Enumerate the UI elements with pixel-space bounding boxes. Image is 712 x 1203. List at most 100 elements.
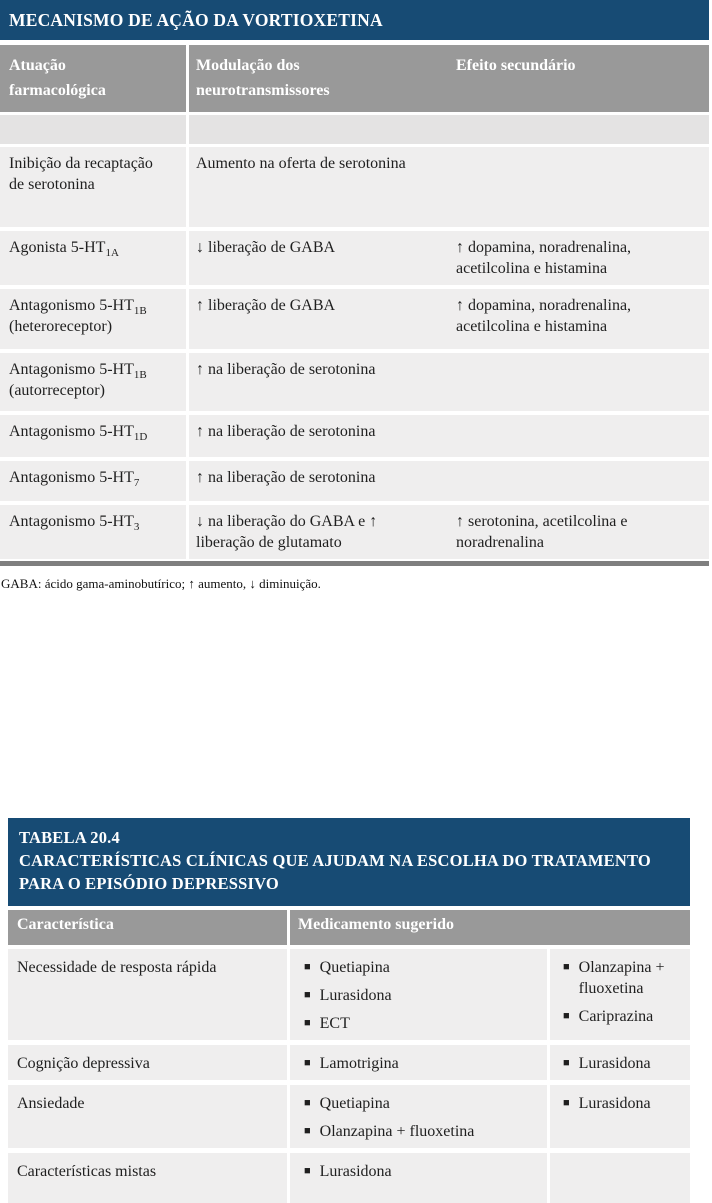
column-header-medicamento-sugerido: Medicamento sugerido: [290, 910, 690, 945]
row-right-group: ↑ liberação de GABA ↑ dopamina, noradrena…: [189, 289, 709, 349]
bullet-square-icon: ■: [563, 1010, 570, 1022]
row-right-group: Aumento na oferta de serotonina: [189, 147, 709, 227]
row-right-group: ↓ na liberação do GABA e ↑ liberação de …: [189, 505, 709, 559]
medication-name: Lurasidona: [578, 1095, 651, 1112]
table1-bottom-border: [0, 561, 709, 566]
suggested-meds-secondary-cell: [550, 1153, 690, 1203]
bullet-square-icon: ■: [563, 1097, 570, 1109]
medication-item: ■ Quetiapina: [304, 1093, 539, 1114]
medication-item: ■ Lurasidona: [563, 1053, 686, 1074]
medication-item: ■ Cariprazina: [563, 1006, 686, 1027]
table-row: Antagonismo 5-HT3 ↓ na liberação do GABA …: [0, 505, 709, 559]
table-row: Antagonismo 5-HT1D ↑ na liberação de sero…: [0, 415, 709, 457]
receptor-cell: Antagonismo 5-HT3: [0, 505, 186, 559]
table1-empty-spacer-row: [0, 115, 709, 144]
row-right-group: ↑ na liberação de serotonina: [189, 415, 709, 457]
column-header-atuacao-farmacologica: Atuação farmacológica: [0, 45, 186, 112]
row-right-group: ↓ liberação de GABA ↑ dopamina, noradrena…: [189, 231, 709, 285]
table1-body: Inibição da recaptação de serotonina Aume…: [0, 147, 709, 559]
receptor-cell: Agonista 5-HT1A: [0, 231, 186, 285]
secondary-effect-cell: ↑ serotonina, acetilcolina e noradrenali…: [456, 513, 628, 551]
table2-title-bar: TABELA 20.4 CARACTERÍSTICAS CLÍNICAS QUE…: [8, 818, 690, 906]
bullet-square-icon: ■: [304, 1125, 311, 1137]
modulation-cell: ↓ na liberação do GABA e ↑ liberação de …: [196, 513, 378, 551]
receptor-cell: Antagonismo 5-HT7: [0, 461, 186, 501]
modulation-cell: ↑ liberação de GABA: [196, 297, 336, 314]
bullet-square-icon: ■: [304, 1017, 311, 1029]
bullet-square-icon: ■: [304, 1057, 311, 1069]
receptor-cell: Antagonismo 5-HT1D: [0, 415, 186, 457]
medication-item: ■ Olanzapina + fluoxetina: [304, 1121, 539, 1142]
bullet-square-icon: ■: [304, 989, 311, 1001]
table-row: Cognição depressiva ■ Lamotrigina ■ Lurasido…: [8, 1045, 690, 1080]
medication-name: Olanzapina + fluoxetina: [578, 959, 665, 997]
modulation-cell: ↓ liberação de GABA: [196, 239, 336, 256]
table-row: Necessidade de resposta rápida ■ Quetiapin…: [8, 949, 690, 1040]
table1-title: MECANISMO DE AÇÃO DA VORTIOXETINA: [9, 10, 383, 30]
column-header-efeito-secundario: Efeito secundário: [456, 57, 576, 74]
table-row: Inibição da recaptação de serotonina Aume…: [0, 147, 709, 227]
suggested-meds-secondary-cell: ■ Lurasidona: [550, 1045, 690, 1080]
secondary-effect-cell: [450, 147, 709, 227]
row-right-group: ↑ na liberação de serotonina: [189, 353, 709, 411]
modulation-cell: ↑ na liberação de serotonina: [196, 423, 376, 440]
suggested-meds-secondary-cell: ■ Lurasidona: [550, 1085, 690, 1148]
bullet-square-icon: ■: [304, 961, 311, 973]
medication-name: ECT: [319, 1015, 350, 1032]
suggested-meds-primary-cell: ■ Quetiapina ■ Lurasidona ■ ECT: [290, 949, 547, 1040]
bullet-square-icon: ■: [563, 1057, 570, 1069]
characteristic-cell: Ansiedade: [8, 1085, 287, 1148]
medication-name: Olanzapina + fluoxetina: [319, 1123, 475, 1140]
table-row: Antagonismo 5-HT7 ↑ na liberação de serot…: [0, 461, 709, 501]
table2-header-row: Característica Medicamento sugerido: [8, 910, 690, 945]
spacer-cell-right: [189, 115, 709, 144]
table-20-4-treatment-choice: TABELA 20.4 CARACTERÍSTICAS CLÍNICAS QUE…: [8, 818, 690, 1203]
bullet-square-icon: ■: [304, 1097, 311, 1109]
medication-name: Lurasidona: [319, 987, 392, 1004]
bullet-square-icon: ■: [304, 1165, 311, 1177]
table-row: Ansiedade ■ Quetiapina ■ Olanzapina + fluoxe…: [8, 1085, 690, 1148]
medication-item: ■ Lamotrigina: [304, 1053, 539, 1074]
receptor-cell: Antagonismo 5-HT1B (autorreceptor): [0, 353, 186, 411]
characteristic-cell: Necessidade de resposta rápida: [8, 949, 287, 1040]
receptor-cell: Inibição da recaptação de serotonina: [0, 147, 186, 227]
suggested-meds-secondary-cell: ■ Olanzapina + fluoxetina ■ Cariprazina: [550, 949, 690, 1040]
table-row: Antagonismo 5-HT1B (autorreceptor) ↑ na l…: [0, 353, 709, 411]
medication-name: Lamotrigina: [319, 1055, 399, 1072]
secondary-effect-cell: [450, 415, 709, 457]
suggested-meds-primary-cell: ■ Lurasidona: [290, 1153, 547, 1203]
table2-title: CARACTERÍSTICAS CLÍNICAS QUE AJUDAM NA E…: [19, 851, 651, 893]
medication-item: ■ Olanzapina + fluoxetina: [563, 957, 686, 999]
bullet-square-icon: ■: [563, 961, 570, 973]
column-header-modulacao-neurotransmissores: Modulação dos neurotransmissores: [196, 57, 330, 99]
table-row: Antagonismo 5-HT1B (heteroreceptor) ↑ lib…: [0, 289, 709, 349]
receptor-subscript: 3: [133, 521, 140, 534]
table-row: Características mistas ■ Lurasidona: [8, 1153, 690, 1203]
medication-item: ■ Lurasidona: [304, 985, 539, 1006]
receptor-subscript: 1D: [133, 431, 148, 444]
table2-label: TABELA 20.4: [19, 828, 120, 847]
characteristic-cell: Cognição depressiva: [8, 1045, 287, 1080]
table-row: Agonista 5-HT1A ↓ liberação de GABA ↑ dopa…: [0, 231, 709, 285]
medication-name: Lurasidona: [319, 1163, 392, 1180]
suggested-meds-primary-cell: ■ Quetiapina ■ Olanzapina + fluoxetina: [290, 1085, 547, 1148]
secondary-effect-cell: ↑ dopamina, noradrenalina, acetilcolina …: [456, 239, 632, 277]
characteristic-cell: Características mistas: [8, 1153, 287, 1203]
table1-title-bar: MECANISMO DE AÇÃO DA VORTIOXETINA: [0, 0, 709, 40]
spacer-cell-left: [0, 115, 186, 144]
secondary-effect-cell: ↑ dopamina, noradrenalina, acetilcolina …: [456, 297, 632, 335]
medication-item: ■ Quetiapina: [304, 957, 539, 978]
table2-body: Necessidade de resposta rápida ■ Quetiapin…: [8, 949, 690, 1203]
medication-item: ■ ECT: [304, 1013, 539, 1034]
table-mechanism-vortioxetina: MECANISMO DE AÇÃO DA VORTIOXETINA Atuaçã…: [0, 0, 709, 592]
column-header-caracteristica: Característica: [8, 910, 287, 945]
table1-header-row: Atuação farmacológica Modulação dos neur…: [0, 45, 709, 112]
table1-footnote: GABA: ácido gama-aminobutírico; ↑ aument…: [1, 576, 321, 591]
row-right-group: ↑ na liberação de serotonina: [189, 461, 709, 501]
receptor-subscript: 1A: [105, 247, 119, 260]
modulation-cell: Aumento na oferta de serotonina: [196, 155, 406, 172]
suggested-meds-primary-cell: ■ Lamotrigina: [290, 1045, 547, 1080]
receptor-subscript: 1B: [133, 305, 147, 318]
medication-name: Lurasidona: [578, 1055, 651, 1072]
secondary-effect-cell: [450, 461, 709, 501]
